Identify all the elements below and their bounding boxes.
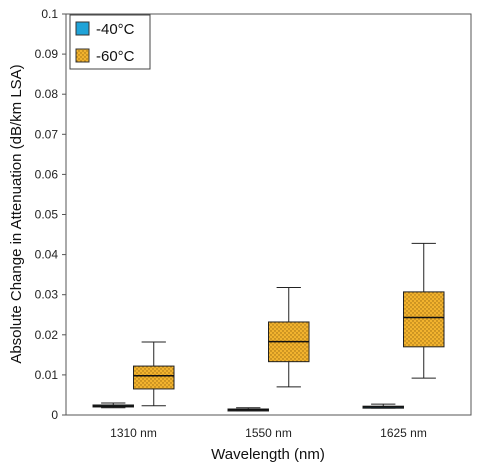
legend: -40°C -60°C	[69, 14, 151, 70]
x-axis: 1310 nm 1550 nm 1625 nm	[110, 426, 427, 440]
y-tick-label: 0.03	[35, 288, 59, 302]
y-tick-label: 0.01	[35, 368, 59, 382]
legend-swatch-minus40	[75, 21, 90, 36]
x-tick-label: 1550 nm	[245, 426, 292, 440]
legend-swatch-minus60	[75, 48, 90, 63]
y-tick-label: 0.09	[35, 47, 59, 61]
y-tick-label: 0.06	[35, 167, 59, 181]
y-tick-label: 0.04	[35, 248, 59, 262]
box-iqr	[133, 365, 175, 390]
y-tick-label: 0	[51, 408, 58, 422]
y-tick-label: 0.05	[35, 208, 59, 222]
box-2-0	[362, 403, 404, 409]
box-0-1	[133, 341, 175, 407]
x-tick-label: 1625 nm	[380, 426, 427, 440]
box-iqr	[403, 291, 445, 348]
legend-label-minus60: -60°C	[96, 48, 135, 65]
y-tick-label: 0.08	[35, 87, 59, 101]
legend-label-minus40: -40°C	[96, 21, 135, 38]
y-tick-label: 0.02	[35, 328, 59, 342]
x-tick-label: 1310 nm	[110, 426, 157, 440]
y-tick-label: 0.1	[41, 7, 58, 21]
box-2-1	[403, 242, 445, 379]
y-tick-label: 0.07	[35, 127, 59, 141]
y-axis: 0 0.01 0.02 0.03 0.04 0.05 0.06 0.07 0.08 0.09 0.1	[35, 7, 66, 422]
y-axis-title: Absolute Change in Attenuation (dB/km LS…	[8, 64, 25, 363]
box-series	[92, 242, 445, 412]
box-1-0	[227, 407, 269, 412]
x-axis-title: Wavelength (nm)	[211, 446, 325, 463]
box-1-1	[268, 286, 310, 388]
box-0-0	[92, 402, 134, 409]
